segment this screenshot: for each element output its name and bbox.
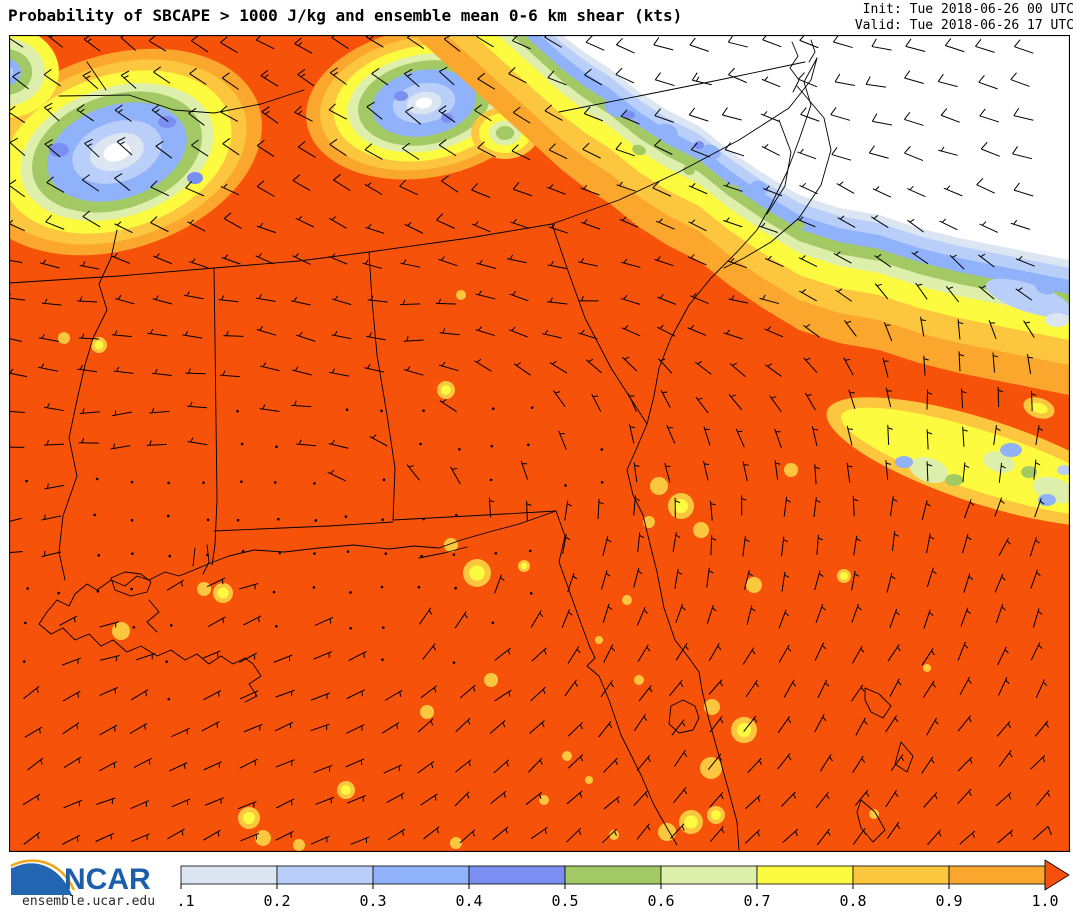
svg-text:0.1: 0.1 [178,892,195,910]
svg-text:0.8: 0.8 [839,892,866,910]
probability-shear-map [9,35,1070,852]
svg-text:0.7: 0.7 [743,892,770,910]
footer-bar: NCAR ensemble.ucar.edu 0.10.20.30.40.50.… [0,852,1080,915]
colorbar-ticks: 0.1 0.2 0.3 0.4 0.5 0.6 0.7 0.8 0.9 1.0 [178,884,1059,910]
svg-text:0.3: 0.3 [359,892,386,910]
scattered-probability-pockets [58,290,931,851]
svg-text:0.6: 0.6 [647,892,674,910]
svg-text:0.2: 0.2 [263,892,290,910]
ncar-logo-arc [10,859,76,891]
map-frame [9,35,1070,852]
mottled-patches [49,91,1070,575]
ncar-logo-swoosh [11,863,72,895]
ncar-logo: NCAR [9,858,151,896]
valid-time: Valid: Tue 2018-06-26 17 UTC [854,18,1074,33]
svg-text:1.0: 1.0 [1031,892,1058,910]
colorbar-arrow [1044,859,1070,891]
page-title: Probability of SBCAPE > 1000 J/kg and en… [8,6,683,25]
init-time: Init: Tue 2018-06-26 00 UTC [862,2,1074,17]
site-url: ensemble.ucar.edu [22,894,156,909]
svg-text:0.9: 0.9 [935,892,962,910]
ncar-logo-text: NCAR [64,863,151,896]
probability-minima-blobs [9,35,542,256]
wind-barbs [9,35,1052,846]
forecast-map [9,35,1070,852]
svg-text:0.5: 0.5 [551,892,578,910]
svg-text:0.4: 0.4 [455,892,482,910]
state-borders-coastlines [9,39,914,851]
run-times: Init: Tue 2018-06-26 00 UTC Valid: Tue 2… [855,2,1074,34]
probability-colorbar: 0.1 0.2 0.3 0.4 0.5 0.6 0.7 0.8 0.9 1.0 [178,859,1070,910]
atlantic-low-probability-band [414,35,1070,430]
colorbar-segments [180,865,1046,885]
